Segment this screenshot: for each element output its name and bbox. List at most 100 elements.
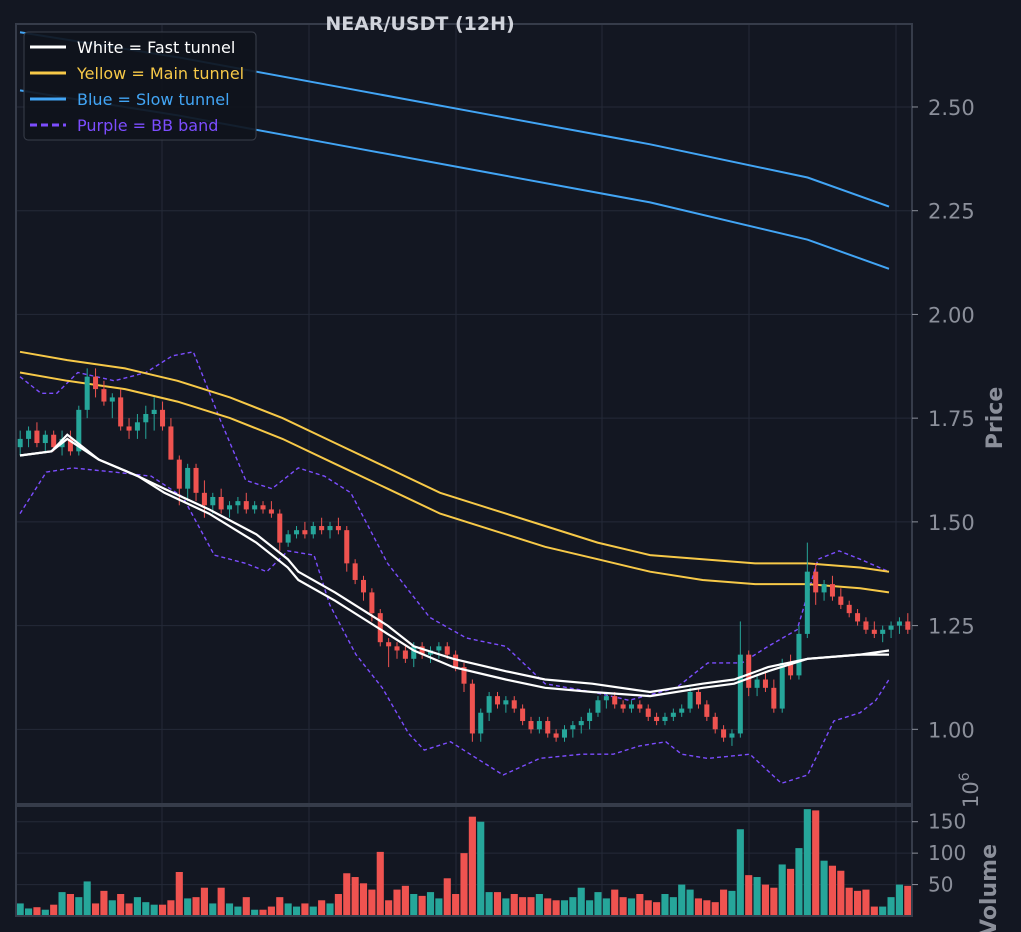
- volume-bar: [351, 877, 359, 916]
- volume-bar: [669, 897, 677, 916]
- candle: [335, 517, 341, 535]
- legend-label-main: Yellow = Main tunnel: [76, 64, 244, 83]
- candle-body: [243, 501, 249, 510]
- volume-bar: [410, 894, 418, 916]
- volume-bar: [845, 887, 853, 916]
- candle-body: [84, 376, 90, 410]
- volume-bar: [385, 900, 393, 916]
- volume-bar: [217, 887, 225, 916]
- candle-body: [93, 376, 99, 390]
- volume-bar: [426, 892, 435, 916]
- candle-body: [905, 621, 911, 630]
- candle: [528, 716, 534, 734]
- volume-bar: [477, 821, 485, 916]
- candle: [645, 704, 651, 722]
- volume-bar: [577, 887, 585, 916]
- candle: [260, 501, 266, 514]
- price-tick-label: 1.75: [928, 407, 975, 431]
- candle-body: [17, 438, 23, 448]
- candle: [754, 675, 760, 697]
- candle-body: [595, 700, 601, 713]
- volume-bar: [343, 873, 351, 916]
- legend: White = Fast tunnel Yellow = Main tunnel…: [23, 31, 257, 141]
- candle-body: [511, 700, 517, 709]
- candle: [185, 463, 191, 502]
- volume-bar: [611, 889, 619, 916]
- volume-bar: [184, 898, 192, 916]
- candle-body: [285, 534, 291, 543]
- candle: [687, 687, 693, 713]
- volume-panel-frame: [15, 805, 913, 917]
- candle-body: [227, 505, 233, 510]
- candle: [871, 621, 877, 639]
- candle-body: [746, 654, 752, 688]
- candle-body: [721, 729, 727, 738]
- candle-body: [888, 625, 894, 630]
- candle: [469, 679, 475, 742]
- candle-body: [160, 409, 166, 427]
- volume-bar: [820, 860, 828, 916]
- fast-tunnel-lines: [19, 433, 890, 698]
- candle-body: [101, 389, 107, 402]
- volume-bar: [904, 885, 912, 916]
- candle: [109, 393, 115, 419]
- candle-body: [654, 716, 660, 722]
- candle-body: [561, 729, 567, 738]
- volume-bar: [686, 889, 694, 916]
- candle: [771, 679, 777, 713]
- candle: [553, 729, 559, 742]
- volume-bar: [586, 900, 594, 916]
- candle: [511, 696, 517, 713]
- candle: [729, 729, 735, 746]
- candle-body: [76, 409, 82, 452]
- candle: [829, 575, 835, 601]
- candle: [377, 609, 383, 647]
- axes: 1.00 1.25 1.50 1.75 2.00 2.25 2.50 50 100 150: [912, 96, 975, 897]
- candle-body: [327, 526, 333, 531]
- candle-body: [587, 712, 593, 722]
- candle: [218, 488, 224, 514]
- candle: [855, 609, 861, 626]
- candle-body: [235, 501, 241, 506]
- candle-body: [134, 422, 140, 431]
- fast-tunnel-lower-line: [19, 437, 889, 698]
- candle-body: [109, 397, 115, 402]
- volume-bar: [334, 894, 342, 916]
- volume-bars: [16, 809, 912, 916]
- volume-bar: [326, 903, 334, 916]
- volume-bar: [443, 878, 451, 916]
- volume-bar: [812, 810, 820, 916]
- candle-body: [67, 438, 73, 452]
- candle: [118, 389, 124, 431]
- volume-bar: [200, 887, 208, 916]
- candle: [654, 712, 660, 726]
- candle-body: [620, 704, 626, 709]
- candle-body: [695, 691, 701, 705]
- candle-body: [402, 650, 408, 659]
- volume-bar: [627, 898, 636, 916]
- candle-body: [628, 704, 634, 709]
- candle: [394, 642, 400, 659]
- volume-bar: [41, 909, 49, 916]
- candle-body: [210, 496, 216, 506]
- candle-body: [294, 530, 300, 535]
- candle: [168, 418, 174, 460]
- volume-bar: [418, 895, 426, 916]
- candle-body: [838, 596, 844, 605]
- candle-body: [846, 604, 852, 614]
- volume-bar: [259, 909, 267, 916]
- candle: [143, 405, 149, 439]
- volume-bar: [661, 894, 669, 916]
- volume-bar: [276, 897, 284, 916]
- candle: [721, 725, 727, 742]
- volume-bar: [100, 890, 108, 916]
- volume-bar: [83, 881, 91, 916]
- volume-bar: [828, 865, 837, 916]
- volume-bar: [644, 900, 652, 916]
- candle: [294, 526, 300, 539]
- candle-body: [453, 654, 459, 668]
- candle-body: [494, 696, 501, 705]
- candle-body: [637, 704, 643, 709]
- candle: [561, 725, 567, 742]
- bb-band-lines: [19, 351, 890, 785]
